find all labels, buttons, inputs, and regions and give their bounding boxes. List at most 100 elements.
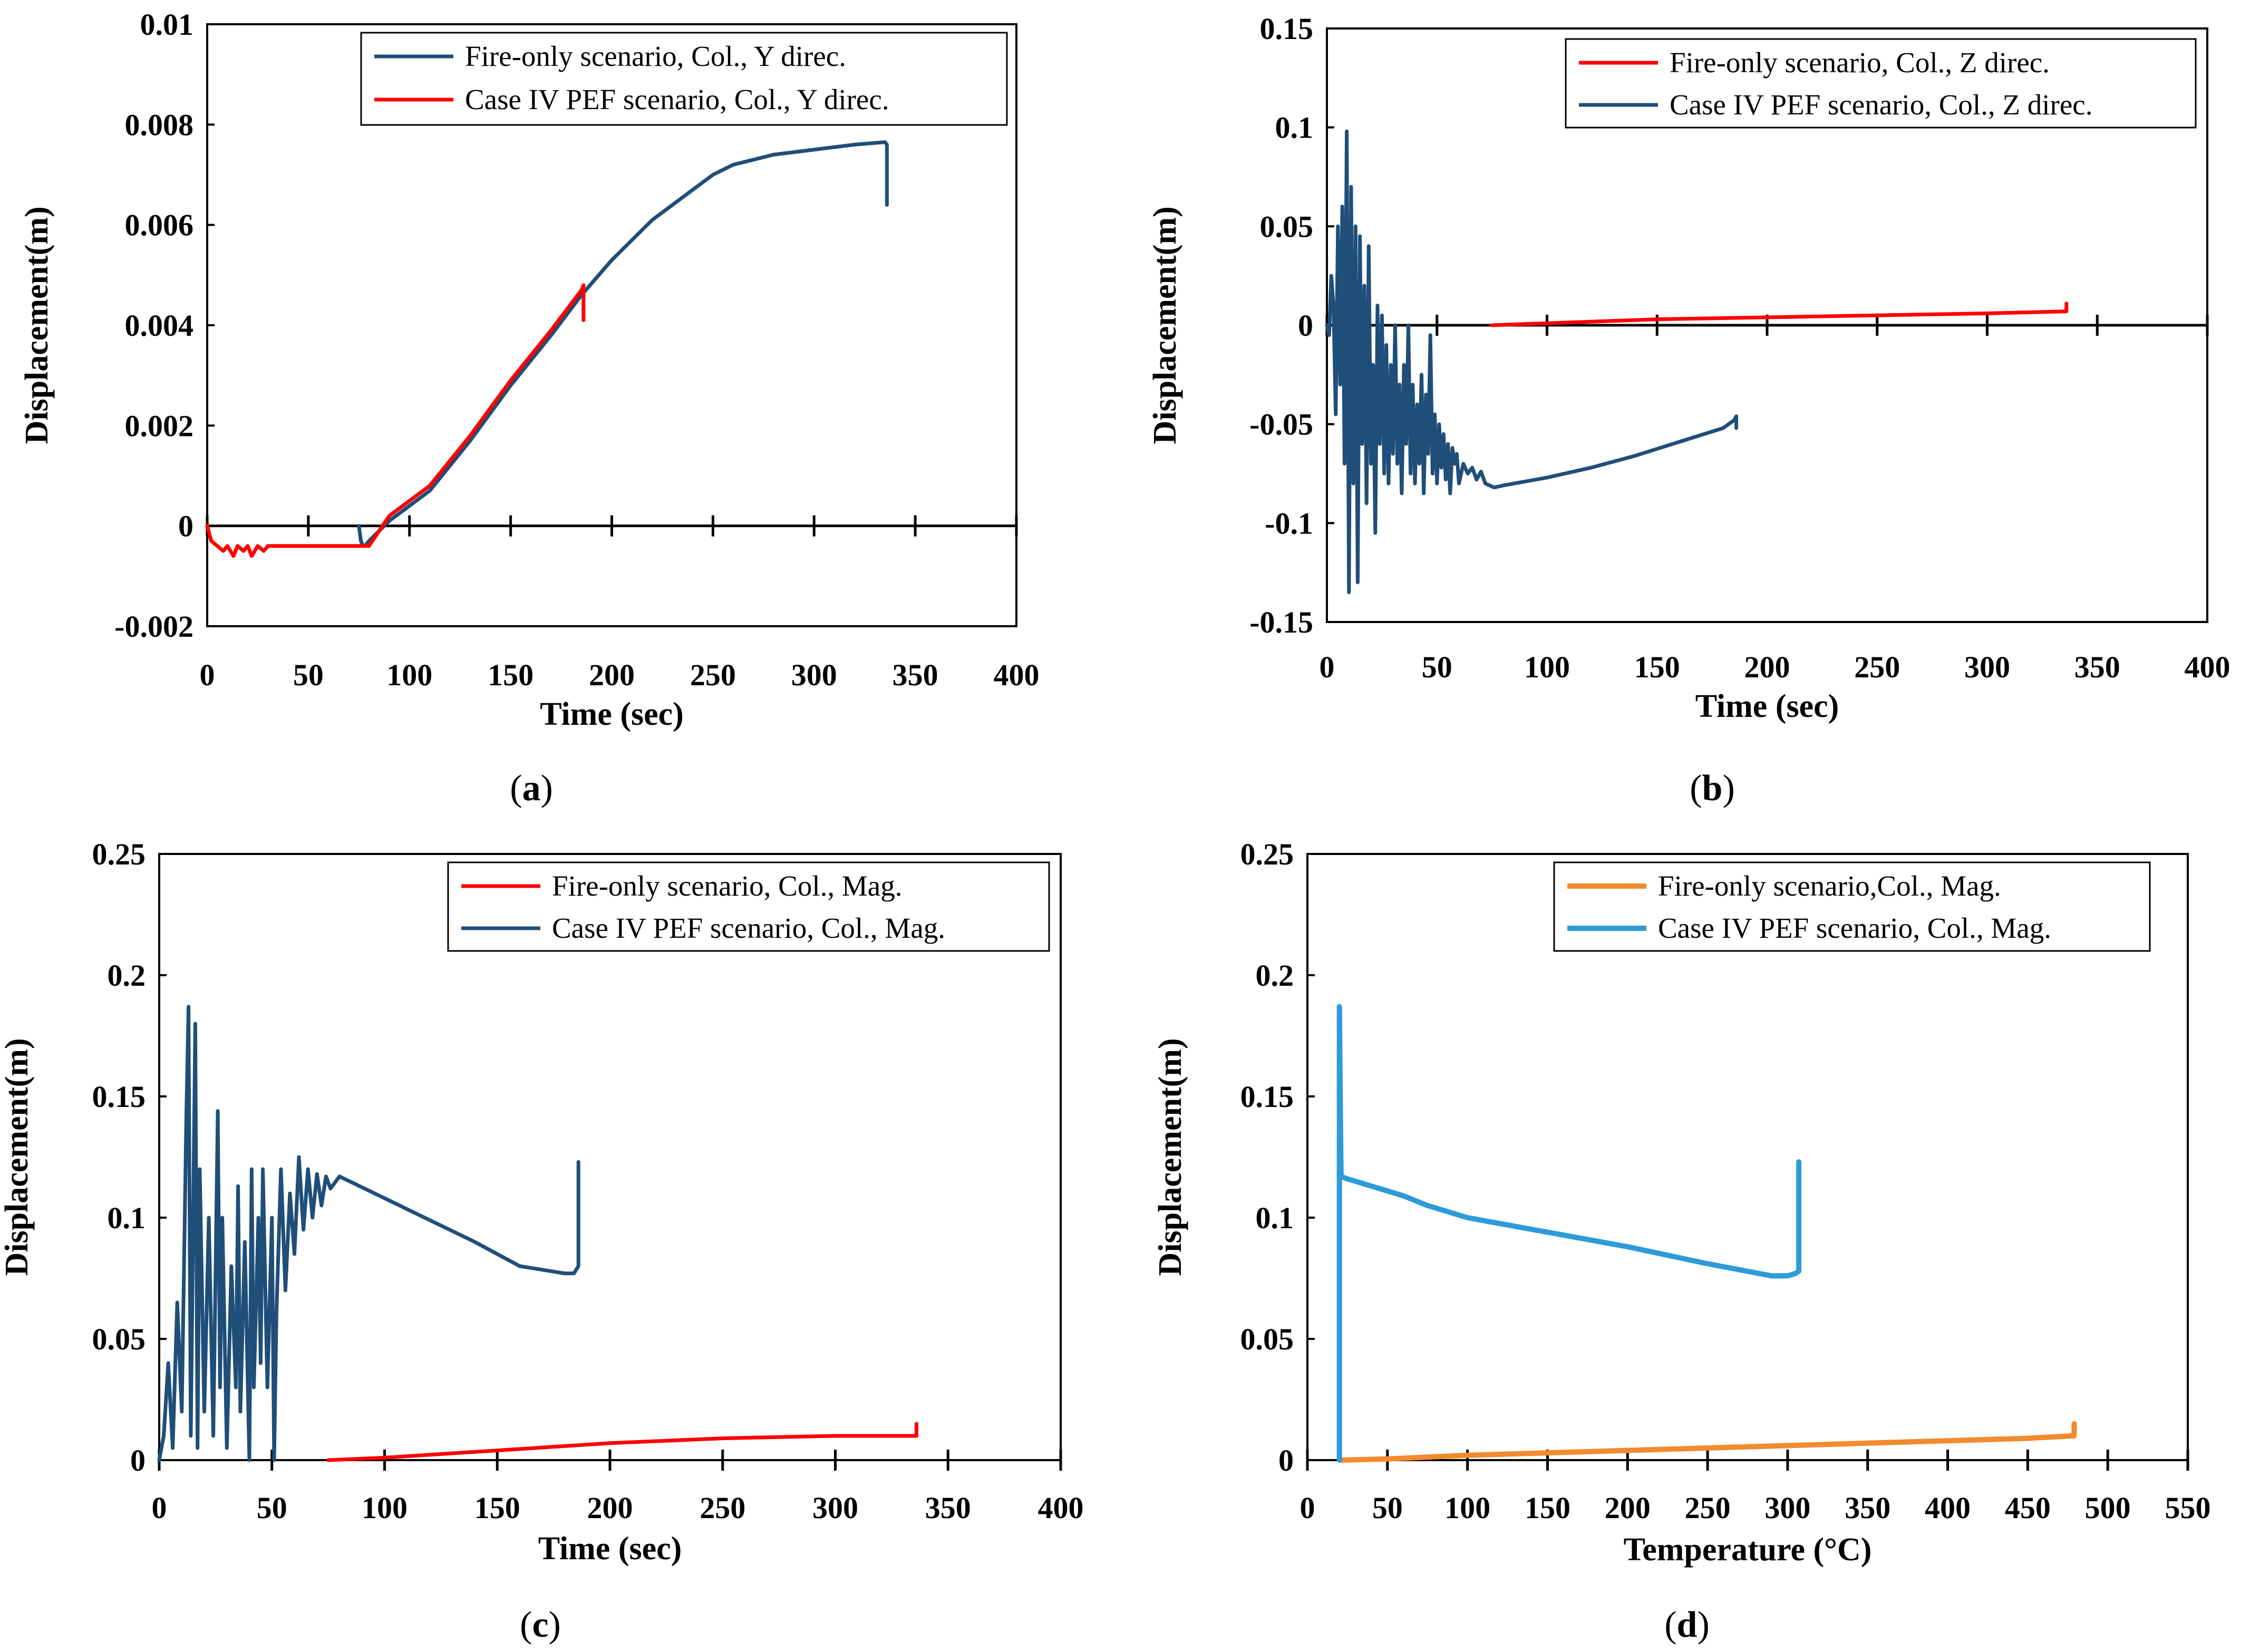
panel-label-c: (c) <box>520 1605 561 1645</box>
x-tick-label-b-8: 400 <box>2185 650 2230 684</box>
x-tick-label-d-11: 550 <box>2165 1491 2211 1525</box>
y-tick-label-b-6: 0.15 <box>1260 12 1314 46</box>
y-axis-title-d: Displacement(m) <box>1152 1038 1188 1276</box>
x-tick-label-b-6: 300 <box>1964 650 2010 684</box>
x-tick-label-c-0: 0 <box>152 1491 167 1525</box>
x-tick-label-a-2: 100 <box>386 658 432 692</box>
y-tick-label-b-1: -0.1 <box>1265 506 1313 540</box>
series-line-b-0 <box>1490 302 2069 327</box>
y-tick-label-b-5: 0.1 <box>1275 111 1314 145</box>
y-tick-label-d-0: 0 <box>1278 1443 1294 1478</box>
x-axis-title-a: Time (sec) <box>540 696 684 732</box>
x-tick-label-d-3: 150 <box>1525 1491 1570 1525</box>
x-tick-label-a-1: 50 <box>293 658 324 692</box>
y-tick-label-a-0: -0.002 <box>114 609 193 644</box>
legend-box-c <box>447 861 1050 952</box>
x-tick-label-b-4: 200 <box>1744 650 1790 684</box>
x-tick-label-d-8: 400 <box>1925 1491 1971 1525</box>
plot-frame-d <box>1306 853 2189 1461</box>
chart-panel-c: 0 0.05 0.1 0.15 0.2 0.25 0 50 100 150 200 250 300 350… <box>0 837 1084 1645</box>
series-line-b-1 <box>1325 129 1739 595</box>
x-tick-label-c-2: 100 <box>362 1491 408 1525</box>
y-tick-label-b-3: 0 <box>1298 308 1313 343</box>
series-line-c-1 <box>157 1005 580 1462</box>
y-tick-label-b-0: -0.15 <box>1249 605 1313 639</box>
legend-box-b <box>1565 38 2197 129</box>
x-tick-label-d-1: 50 <box>1372 1491 1403 1525</box>
legend-box-a <box>360 32 1008 126</box>
x-tick-label-a-4: 200 <box>589 658 635 692</box>
x-tick-label-d-0: 0 <box>1300 1491 1315 1525</box>
y-tick-label-d-3: 0.15 <box>1240 1080 1294 1114</box>
x-tick-label-d-4: 200 <box>1605 1491 1651 1525</box>
x-tick-label-c-6: 300 <box>812 1491 858 1525</box>
legend-label-b-1: Case IV PEF scenario, Col., Z direc. <box>1670 89 2092 121</box>
x-tick-label-d-9: 450 <box>2005 1491 2051 1525</box>
y-tick-label-c-3: 0.15 <box>92 1080 146 1114</box>
x-tick-label-b-2: 100 <box>1524 650 1570 684</box>
x-tick-label-d-7: 350 <box>1845 1491 1890 1525</box>
y-tick-label-a-1: 0 <box>178 509 193 543</box>
y-tick-label-d-5: 0.25 <box>1240 837 1294 871</box>
y-tick-label-a-3: 0.004 <box>125 308 194 343</box>
x-tick-label-b-7: 350 <box>2074 650 2120 684</box>
x-tick-label-c-5: 250 <box>700 1491 745 1525</box>
series-line-c-0 <box>326 1422 918 1462</box>
legend-label-c-1: Case IV PEF scenario, Col., Mag. <box>552 912 945 944</box>
x-tick-label-a-0: 0 <box>200 658 215 692</box>
y-tick-label-c-5: 0.25 <box>92 837 146 871</box>
y-tick-label-a-6: 0.01 <box>140 7 194 42</box>
x-tick-label-c-4: 200 <box>587 1491 633 1525</box>
panel-label-b: (b) <box>1690 768 1735 809</box>
x-axis-title-c: Time (sec) <box>538 1531 682 1567</box>
x-tick-label-b-1: 50 <box>1422 650 1452 684</box>
x-tick-label-b-3: 150 <box>1634 650 1680 684</box>
y-tick-label-c-1: 0.05 <box>92 1322 146 1356</box>
legend-label-a-0: Fire-only scenario, Col., Y direc. <box>465 40 846 72</box>
y-tick-label-b-4: 0.05 <box>1260 209 1314 244</box>
x-tick-label-b-5: 250 <box>1854 650 1900 684</box>
x-axis-title-b: Time (sec) <box>1695 688 1839 724</box>
x-tick-label-d-6: 300 <box>1764 1491 1810 1525</box>
series-line-d-0 <box>1336 1421 2077 1463</box>
x-tick-label-c-7: 350 <box>925 1491 971 1525</box>
y-tick-label-d-4: 0.2 <box>1256 958 1294 993</box>
y-axis-title-b: Displacement(m) <box>1147 206 1183 444</box>
x-tick-label-d-5: 250 <box>1685 1491 1731 1525</box>
legend-label-d-0: Fire-only scenario,Col., Mag. <box>1658 870 2001 902</box>
series-line-a-1 <box>205 283 586 558</box>
x-tick-label-a-3: 150 <box>488 658 534 692</box>
y-tick-label-a-5: 0.008 <box>125 108 194 142</box>
legend-label-c-0: Fire-only scenario, Col., Mag. <box>552 870 902 902</box>
chart-panel-b: -0.15 -0.1 -0.05 0 0.05 0.1 0.15 0 50 100 150 200 25… <box>1147 12 2230 809</box>
series-line-d-1 <box>1336 1004 1802 1463</box>
y-tick-label-c-2: 0.1 <box>108 1201 146 1235</box>
y-tick-label-c-0: 0 <box>130 1443 146 1478</box>
x-tick-label-a-5: 250 <box>690 658 736 692</box>
x-tick-label-d-10: 500 <box>2085 1491 2131 1525</box>
y-tick-label-b-2: -0.05 <box>1249 407 1313 442</box>
legend-label-a-1: Case IV PEF scenario, Col., Y direc. <box>465 83 889 115</box>
series-line-a-0 <box>357 140 889 548</box>
y-axis-title-a: Displacement(m) <box>19 206 55 444</box>
x-tick-label-d-2: 100 <box>1444 1491 1490 1525</box>
y-tick-label-c-4: 0.2 <box>108 958 146 993</box>
panel-label-d: (d) <box>1664 1605 1710 1645</box>
x-tick-label-a-7: 350 <box>893 658 938 692</box>
x-axis-title-d: Temperature (°C) <box>1624 1532 1872 1568</box>
x-tick-label-a-6: 300 <box>791 658 837 692</box>
y-tick-label-a-2: 0.002 <box>125 409 194 443</box>
y-tick-label-a-4: 0.006 <box>125 208 194 242</box>
y-tick-label-d-2: 0.1 <box>1256 1201 1294 1235</box>
y-axis-title-c: Displacement(m) <box>0 1038 35 1276</box>
panel-label-a: (a) <box>510 768 553 809</box>
chart-panel-d: 0 0.05 0.1 0.15 0.2 0.25 0 50 100 150 200 250 300 350… <box>1152 837 2211 1645</box>
x-tick-label-a-8: 400 <box>994 658 1040 692</box>
x-tick-label-c-3: 150 <box>474 1491 520 1525</box>
y-tick-label-d-1: 0.05 <box>1240 1322 1294 1356</box>
legend-label-b-0: Fire-only scenario, Col., Z direc. <box>1670 46 2050 79</box>
legend-box-d <box>1553 861 2151 952</box>
